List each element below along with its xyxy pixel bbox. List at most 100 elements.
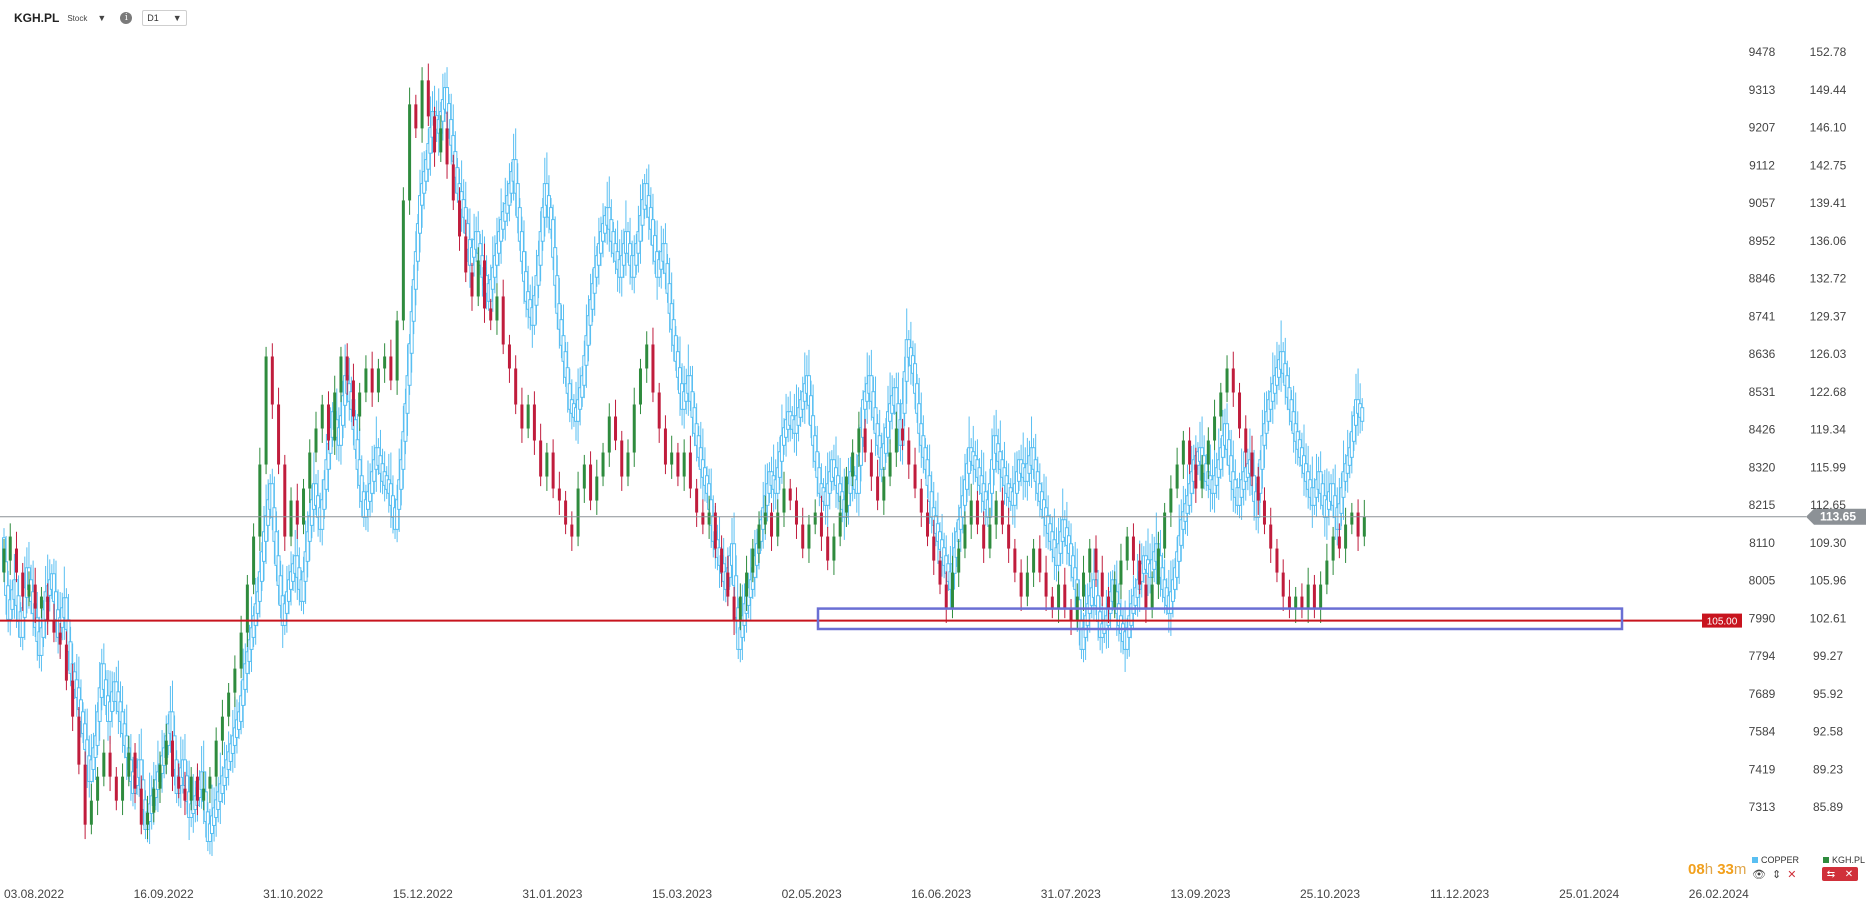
left-axis-tick-label: 8110	[1749, 536, 1775, 550]
copper-candle	[422, 171, 427, 194]
kgh-candle	[220, 716, 224, 741]
copper-candle	[1218, 447, 1223, 470]
kgh-candle	[108, 752, 112, 777]
copper-candle	[696, 435, 701, 458]
support-zone-rectangle[interactable]	[816, 607, 1624, 631]
kgh-candle	[1144, 584, 1148, 609]
x-axis-tick-label: 15.12.2022	[393, 887, 453, 901]
copper-candle	[324, 459, 329, 490]
copper-candle	[567, 383, 572, 410]
left-axis-tick-label: 8426	[1749, 423, 1776, 437]
legend-item-copper[interactable]: COPPER	[1752, 855, 1799, 865]
kgh-candle	[1356, 512, 1360, 537]
copper-candle	[1116, 603, 1121, 626]
x-axis-tick-label: 31.10.2022	[263, 887, 323, 901]
copper-candle	[328, 427, 333, 454]
info-icon[interactable]: i	[120, 12, 133, 24]
copper-candle	[83, 723, 88, 750]
kgh-candle	[1106, 596, 1110, 609]
kgh-candle	[326, 404, 330, 441]
chart-overlays: 113.65 105.00	[0, 508, 1866, 631]
copper-candle	[120, 711, 125, 734]
copper-candle	[64, 597, 69, 630]
legend-swatch	[1823, 857, 1830, 863]
kgh-candle	[1125, 536, 1129, 561]
copper-candle	[270, 483, 275, 518]
copper-candle	[632, 255, 637, 278]
kgh-candle	[907, 440, 911, 465]
copper-candle	[490, 267, 495, 290]
copper-candle	[634, 243, 639, 266]
kgh-candle	[164, 740, 168, 765]
copper-candle	[1262, 423, 1267, 446]
kgh-candle	[926, 512, 930, 537]
time-axis[interactable]: 03.08.2022 16.09.2022 31.10.2022 15.12.2022…	[4, 887, 1749, 901]
copper-candle	[1331, 483, 1336, 506]
kgh-candle	[1113, 584, 1117, 609]
kgh-candle	[439, 128, 443, 153]
copper-candle	[397, 479, 402, 510]
left-axis-tick-label: 8636	[1749, 347, 1776, 361]
copper-candle	[555, 275, 560, 314]
symbol-label[interactable]: KGH.PL	[14, 11, 60, 25]
close-icon[interactable]: ✕	[1844, 868, 1854, 880]
copper-candle	[1168, 591, 1173, 614]
kgh-candle	[801, 524, 805, 549]
copper-candle	[1283, 363, 1288, 386]
series-legend: COPPER KGH.PL	[1752, 855, 1865, 865]
kgh-candle	[1025, 572, 1029, 597]
timer-hours-unit: h	[1704, 861, 1714, 878]
kgh-candle	[1082, 572, 1086, 597]
copper-candle	[678, 367, 682, 394]
eye-icon[interactable]: 👁	[1752, 869, 1766, 881]
kgh-candle	[1131, 536, 1135, 561]
kgh-series	[2, 63, 1366, 840]
kgh-candle	[1181, 440, 1185, 465]
copper-candle	[1341, 471, 1346, 498]
copper-candle	[663, 243, 668, 274]
right-axis-tick-label: 115.99	[1810, 460, 1846, 474]
copper-candle	[1333, 495, 1338, 518]
kgh-candle	[295, 500, 299, 525]
left-axis-tick-label: 8005	[1749, 574, 1776, 588]
copper-candle	[54, 591, 58, 620]
right-axis-tick-label: 126.03	[1810, 347, 1847, 361]
copper-candle	[990, 459, 994, 494]
kgh-candle	[482, 260, 486, 309]
kgh-candle	[570, 524, 574, 537]
right-axis-tick-label: 136.06	[1810, 234, 1847, 248]
link-icon[interactable]: ⇆	[1826, 868, 1836, 880]
kgh-candle	[1281, 572, 1285, 597]
x-axis-tick-label: 31.07.2023	[1041, 887, 1101, 901]
kgh-candle	[582, 464, 586, 489]
kgh-candle	[495, 296, 499, 321]
kgh-candle	[551, 452, 555, 489]
copper-candle	[1318, 471, 1323, 494]
timer-hours: 08	[1688, 861, 1705, 878]
copper-candle	[428, 127, 433, 154]
legend-item-kgh[interactable]: KGH.PL	[1823, 855, 1865, 865]
copper-candle	[673, 335, 678, 362]
copper-candle	[122, 723, 127, 746]
right-axis-tick-label: 112.65	[1810, 498, 1846, 512]
copper-candle	[353, 419, 358, 450]
copper-candle	[557, 303, 562, 330]
left-axis-tick-label: 7990	[1749, 611, 1776, 625]
copper-candle	[919, 423, 924, 446]
copper-candle	[507, 183, 512, 206]
copper-candle	[1260, 435, 1265, 470]
right-price-axis[interactable]: 152.78 149.44 146.10 142.75 139.41 136.06 132.…	[1810, 45, 1847, 814]
sort-icon[interactable]: ⇕	[1771, 869, 1782, 881]
kgh-candle	[670, 452, 674, 465]
kgh-candle	[1262, 500, 1266, 525]
kgh-candle	[1213, 416, 1217, 441]
chevron-down-icon[interactable]: ▼	[97, 13, 107, 23]
kgh-candle	[501, 296, 505, 345]
kgh-candle	[64, 644, 68, 681]
close-icon[interactable]: ✕	[1787, 869, 1797, 881]
interval-select[interactable]: D1 ▼	[142, 10, 187, 26]
kgh-candle	[364, 368, 368, 393]
copper-candle	[1179, 519, 1184, 546]
